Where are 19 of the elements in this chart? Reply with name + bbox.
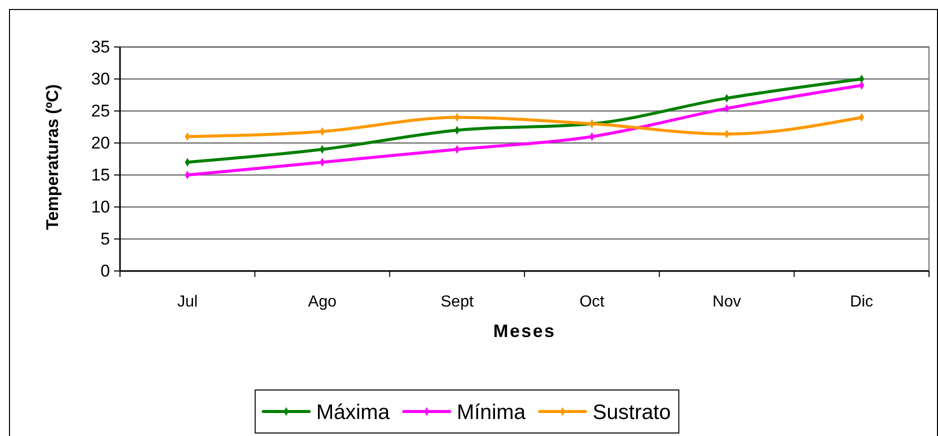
x-tick-label: Dic	[850, 293, 874, 310]
y-tick-label: 30	[91, 69, 110, 88]
x-tick-label: Jul	[177, 293, 198, 310]
x-tick-label: Oct	[579, 293, 605, 310]
legend-label: Sustrato	[592, 401, 671, 424]
y-tick-label: 35	[91, 37, 110, 56]
y-tick-label: 15	[91, 165, 110, 184]
y-tick-label: 20	[91, 133, 110, 152]
y-tick-label: 5	[100, 229, 110, 248]
legend-label: Mínima	[456, 401, 526, 424]
y-tick-label: 10	[91, 197, 110, 216]
y-tick-label: 25	[91, 101, 110, 120]
y-tick-label: 0	[100, 261, 110, 280]
x-tick-label: Ago	[308, 293, 337, 310]
x-axis-title: Meses	[493, 321, 556, 341]
x-tick-label: Nov	[712, 293, 741, 310]
x-tick-label: Sept	[440, 293, 474, 310]
legend-label: Máxima	[316, 401, 390, 424]
y-axis-title: Temperaturas (ºC)	[43, 84, 62, 230]
